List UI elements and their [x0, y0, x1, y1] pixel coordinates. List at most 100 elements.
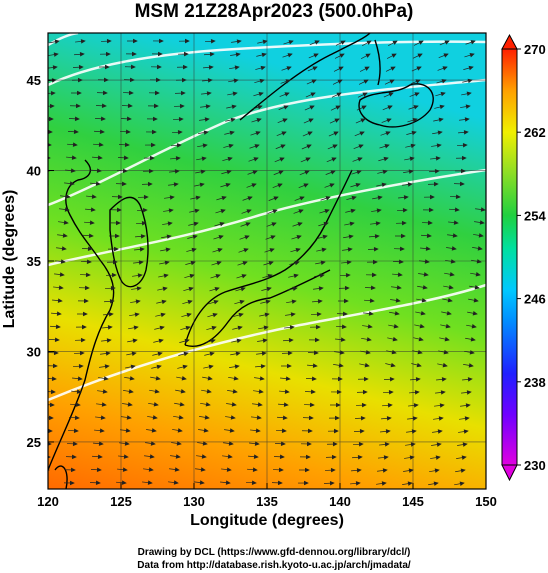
- wind-arrow-head: [433, 481, 439, 486]
- wind-arrow-head: [156, 64, 162, 70]
- wind-arrow-head: [304, 170, 310, 175]
- wind-arrow-head: [461, 455, 467, 460]
- wind-arrow-head: [244, 235, 250, 240]
- wind-arrow-head: [279, 454, 285, 460]
- wind-arrow-head: [83, 311, 88, 317]
- wind-arrow-head: [391, 53, 397, 58]
- wind-arrow-head: [419, 323, 425, 329]
- y-tick-label: 45: [27, 73, 41, 88]
- wind-arrow-head: [306, 144, 312, 149]
- wind-arrow-head: [369, 298, 375, 303]
- wind-arrow-head: [231, 104, 237, 110]
- wind-arrow-head: [143, 194, 149, 200]
- wind-arrow-head: [337, 79, 343, 84]
- wind-arrow-head: [242, 261, 248, 266]
- wind-arrow-head: [72, 142, 78, 147]
- wind-arrow-head: [305, 467, 310, 473]
- wind-arrow-head: [459, 181, 465, 187]
- wind-arrow-head: [387, 105, 393, 110]
- wind-arrow-head: [215, 274, 221, 279]
- wind-arrow-head: [336, 92, 342, 97]
- wind-arrow-head: [444, 336, 450, 342]
- wind-arrow-head: [467, 377, 473, 382]
- wind-arrow-head: [140, 234, 146, 239]
- wind-arrow-head: [107, 325, 113, 330]
- wind-arrow-head: [355, 182, 361, 188]
- wind-arrow-head: [377, 195, 383, 200]
- wind-arrow-head: [465, 104, 471, 109]
- wind-arrow-head: [383, 455, 389, 460]
- wind-arrow-head: [329, 480, 335, 486]
- wind-arrow-head: [307, 428, 313, 434]
- wind-arrow-head: [332, 144, 338, 149]
- x-axis-ticks: 120 125 130 135 140 145 150: [37, 483, 497, 509]
- wind-arrow-head: [407, 182, 413, 187]
- wind-arrow-head: [391, 349, 397, 355]
- wind-arrow-head: [102, 90, 108, 96]
- wind-arrow-head: [72, 441, 78, 447]
- wind-arrow-head: [154, 389, 160, 394]
- wind-arrow-head: [395, 298, 401, 303]
- wind-arrow-head: [306, 441, 312, 447]
- wind-arrow-head: [247, 196, 253, 201]
- wind-arrow-head: [360, 118, 366, 123]
- wind-arrow-head: [177, 130, 183, 135]
- wind-arrow-head: [186, 312, 192, 318]
- wind-arrow-head: [149, 454, 155, 459]
- wind-arrow-head: [208, 364, 214, 370]
- wind-arrow-head: [180, 389, 186, 394]
- wind-arrow-head: [97, 155, 103, 160]
- wind-arrow-head: [468, 363, 474, 368]
- wind-arrow-head: [472, 311, 478, 316]
- wind-arrow-head: [225, 480, 231, 485]
- x-tick-label: 120: [37, 494, 59, 509]
- wind-arrow-head: [314, 337, 320, 343]
- wind-arrow-head: [61, 246, 67, 251]
- wind-arrow-head: [95, 480, 101, 486]
- wind-arrow-head: [153, 116, 158, 122]
- wind-arrow-head: [78, 64, 84, 70]
- x-tick-label: 125: [110, 494, 132, 509]
- wind-arrow-head: [435, 455, 441, 460]
- wind-arrow-head: [148, 467, 154, 472]
- wind-arrow-head: [436, 143, 442, 148]
- wind-arrow-head: [277, 183, 283, 188]
- x-tick-label: 145: [402, 494, 424, 509]
- wind-arrow-head: [151, 142, 156, 148]
- wind-arrow-head: [263, 325, 269, 330]
- wind-arrow-head: [226, 467, 232, 472]
- credit-line-1: Drawing by DCL (https://www.gfd-dennou.o…: [137, 547, 411, 558]
- wind-arrow-head: [158, 51, 163, 57]
- wind-arrow-head: [259, 376, 265, 381]
- wind-arrow-head: [414, 92, 420, 97]
- wind-arrow-head: [278, 467, 284, 473]
- wind-arrow-head: [381, 481, 387, 486]
- wind-arrow-head: [357, 455, 363, 460]
- wind-arrow-head: [220, 209, 226, 214]
- y-axis-label: Latitude (degrees): [1, 189, 18, 329]
- wind-arrow-head: [235, 52, 241, 57]
- wind-arrow-head: [361, 402, 367, 408]
- wind-arrow-head: [139, 247, 145, 252]
- wind-arrow-head: [407, 481, 413, 486]
- wind-arrow-head: [105, 351, 111, 356]
- wind-arrow-head: [358, 442, 364, 447]
- wind-arrow-head: [204, 415, 210, 420]
- wind-arrow-head: [58, 285, 64, 290]
- wind-arrow-head: [101, 103, 107, 109]
- wind-arrow-head: [251, 183, 257, 188]
- wind-arrow-head: [194, 208, 200, 214]
- wind-arrow-head: [281, 131, 287, 136]
- wind-arrow-head: [331, 454, 337, 460]
- wind-arrow-head: [460, 468, 466, 473]
- wind-arrow-head: [333, 131, 339, 136]
- x-tick-label: 130: [183, 494, 205, 509]
- wind-arrow-head: [362, 92, 368, 97]
- wind-arrow-head: [70, 168, 76, 173]
- wind-arrow-head: [374, 234, 380, 239]
- wind-arrow-head: [164, 260, 170, 266]
- wind-arrow-head: [221, 195, 227, 201]
- wind-arrow-head: [102, 389, 108, 394]
- wind-arrow-head: [168, 208, 174, 213]
- wind-arrow-head: [293, 273, 299, 279]
